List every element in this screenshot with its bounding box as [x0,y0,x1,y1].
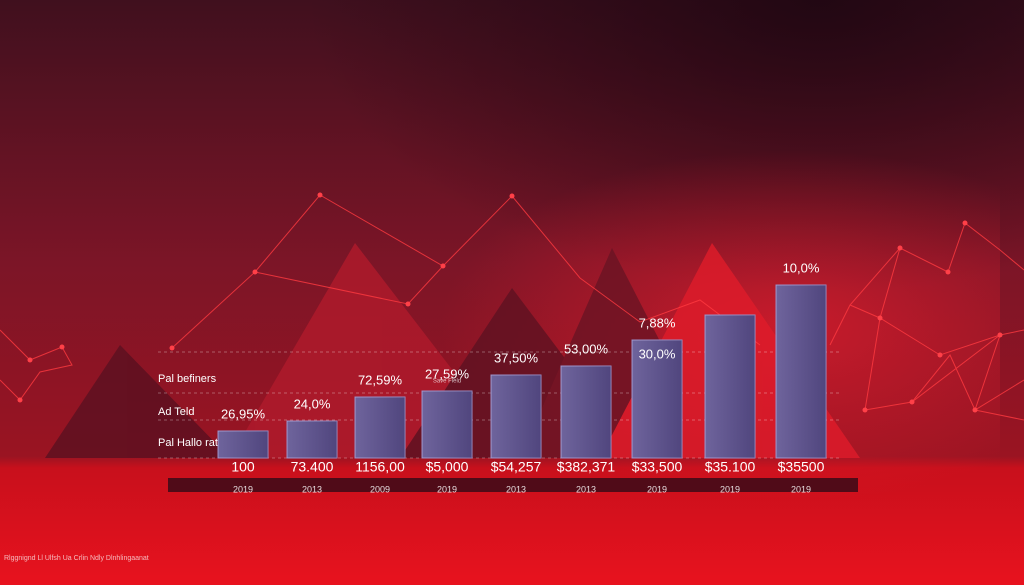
bar-shade [776,285,826,458]
x-tick-label: $33,500 [632,459,683,475]
bar-label: 27,59% [425,366,470,381]
x-tick-label: 1156,00 [355,459,405,475]
x-tick-label: 73.400 [291,459,334,475]
bar-shade [632,340,682,458]
x-tick-label: $54,257 [491,459,542,475]
year-label: 2013 [506,484,526,494]
x-tick-label: $382,371 [557,459,616,475]
year-label: 2019 [437,484,457,494]
bar-label: 10,0% [783,260,820,275]
year-label: 2019 [647,484,667,494]
x-tick-label: $5,000 [426,459,469,475]
row-label: Pal Hallo rate [158,437,224,449]
bar-shade [287,421,337,458]
bar-label: 26,95% [221,406,266,421]
bar-label: 7,88% [639,315,676,330]
bar-shade [355,397,405,458]
year-label: 2019 [233,484,253,494]
bar-shade [561,366,611,458]
platform [168,478,858,492]
year-label: 2019 [791,484,811,494]
network-nodes [17,192,1003,413]
bar-shade [491,375,541,458]
x-tick-label: $35.100 [705,459,756,475]
bar-label: 24,0% [294,396,331,411]
bar-shade [422,391,472,458]
row-label: Ad Teld [158,406,195,418]
year-label: 2013 [576,484,596,494]
bar-shade [705,315,755,458]
x-tick-label: 100 [231,459,255,475]
year-label: 2019 [720,484,740,494]
bar-shade [218,431,268,458]
year-label: 2013 [302,484,322,494]
bar-label: 53,00% [564,341,609,356]
sub-label: Save Field [433,379,461,385]
inner-label: 30,0% [639,346,676,361]
year-label: 2009 [370,484,390,494]
x-tick-label: $35500 [778,459,825,475]
bar-label: 37,50% [494,350,539,365]
footer: Rlggnignd Ll Ulfsh Ua Crlin Ndly Dlnhlin… [4,555,149,562]
row-label: Pal befiners [158,373,217,385]
bar-label: 72,59% [358,372,403,387]
